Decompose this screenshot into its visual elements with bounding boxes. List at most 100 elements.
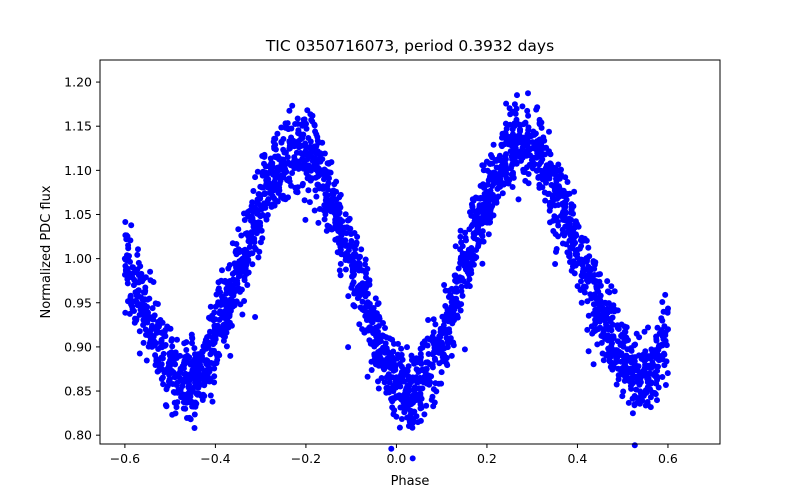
data-point [583,273,590,280]
data-point [574,221,580,227]
data-point [307,177,314,184]
data-point [137,301,144,308]
data-point [647,386,653,393]
data-point [226,300,233,307]
x-tick-label: −0.4 [200,451,230,466]
data-point [276,184,283,191]
data-point [458,283,465,290]
data-point [271,145,278,152]
data-point [355,294,362,301]
data-point [339,229,346,236]
data-point [457,307,464,314]
data-point [171,399,178,406]
data-point [147,277,154,284]
data-point [152,352,159,359]
data-point [246,244,253,250]
data-point [499,134,505,141]
data-point [349,281,356,288]
data-point [216,316,223,323]
data-point [125,245,132,252]
data-point [432,321,439,328]
data-point [566,237,573,244]
data-point [482,212,488,219]
data-point [398,416,405,422]
data-point [330,187,337,194]
data-point [337,223,343,230]
data-point [159,355,166,362]
data-point [375,328,381,335]
data-point [641,328,648,335]
data-point [570,210,576,217]
data-point [619,352,626,359]
data-point [618,358,625,365]
data-point [355,259,362,266]
x-tick-label: −0.6 [110,451,140,466]
x-tick-label: 0.2 [477,451,497,466]
data-point [618,332,625,339]
data-point [590,310,597,317]
data-point [377,334,383,340]
data-point [260,168,267,175]
data-point [458,288,465,295]
data-point [345,344,352,351]
y-tick-label: 1.20 [64,75,92,90]
data-point [457,227,464,234]
data-point [421,411,428,418]
data-point [312,187,319,194]
data-point [610,321,616,328]
data-point [213,360,220,367]
data-point [607,347,614,354]
data-point [164,383,171,389]
data-point [493,164,500,171]
data-point [552,231,559,238]
data-point [143,357,150,364]
data-point [132,297,139,304]
data-point [275,167,282,174]
data-point [316,156,323,163]
data-point [261,184,267,191]
data-point [254,196,261,203]
data-point [559,240,566,247]
data-point [566,215,573,222]
data-point [302,149,309,156]
data-point [516,122,523,129]
data-point [466,226,473,233]
data-point [430,316,437,323]
data-point [659,299,666,305]
data-point [659,374,666,380]
data-point [301,197,308,204]
data-point [647,364,654,371]
data-point [399,404,406,411]
data-point [539,184,546,191]
data-point [347,225,354,232]
data-point [640,367,647,374]
data-point [546,199,553,206]
data-point [448,303,455,310]
data-point [229,270,236,277]
data-point [333,213,340,220]
data-point [410,399,416,406]
data-point [432,356,439,363]
data-point [595,271,602,278]
data-point [130,282,137,289]
data-point [419,366,426,373]
data-point [195,384,202,391]
data-point [483,193,490,200]
data-point [198,392,205,399]
data-point [419,385,426,392]
data-point [374,301,381,308]
data-point [437,325,444,332]
data-point [378,375,385,381]
y-tick-label: 0.90 [64,339,92,354]
data-point [646,370,653,377]
data-point [362,261,368,268]
data-point [239,255,246,262]
data-point [293,149,300,156]
data-point [499,190,506,197]
data-point [475,243,482,250]
data-point [515,149,522,156]
data-point [294,184,301,191]
data-point [593,326,600,333]
data-point [560,216,567,223]
data-point [334,249,341,256]
